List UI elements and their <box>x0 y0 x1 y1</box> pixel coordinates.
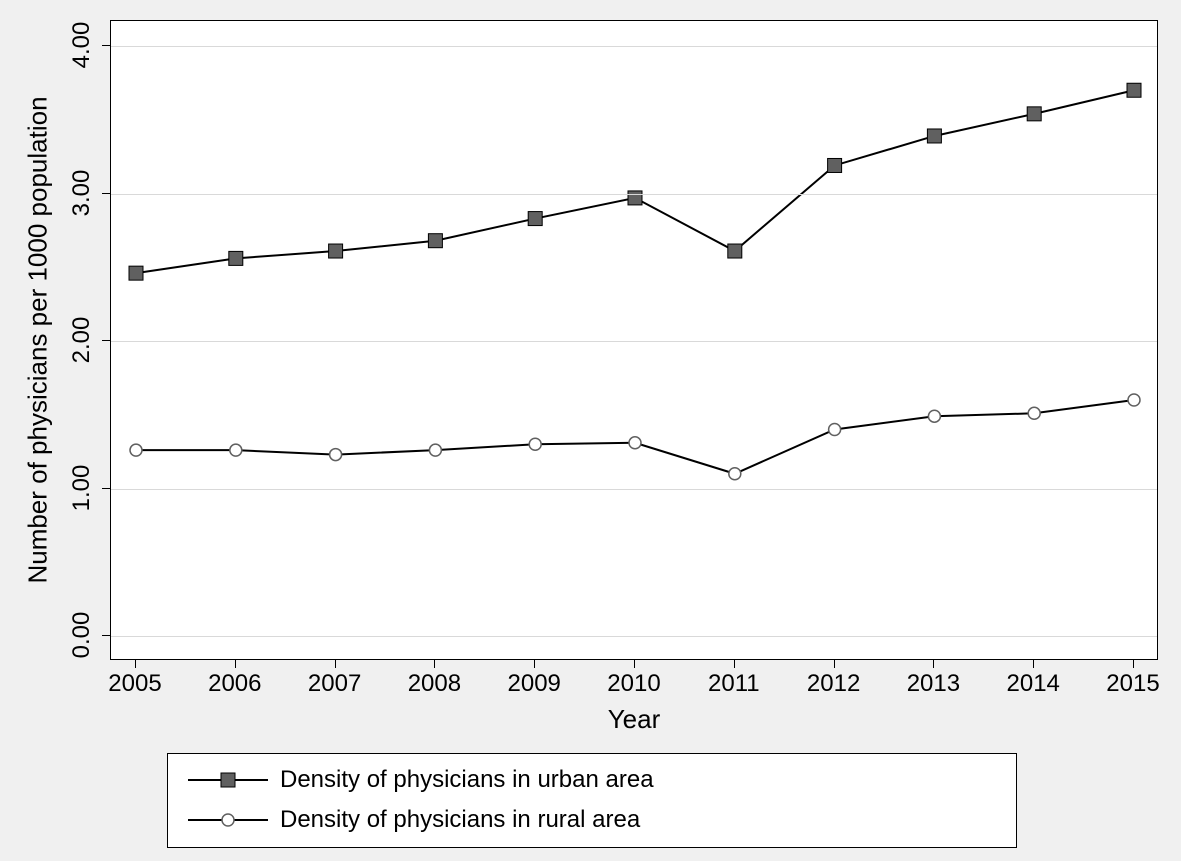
chart-container: 2005 2006 2007 2008 2009 2010 2011 2012 2013 2014… <box>0 0 1181 861</box>
x-tick-mark <box>1033 660 1034 668</box>
x-tick-mark <box>434 660 435 668</box>
legend-swatch <box>188 810 268 830</box>
gridline <box>111 489 1157 490</box>
x-tick-label: 2009 <box>507 670 560 698</box>
legend: Density of physicians in urban area Densi… <box>167 753 1017 848</box>
y-tick-mark <box>102 635 110 636</box>
x-tick-label: 2006 <box>208 670 261 698</box>
x-tick-label: 2015 <box>1106 670 1159 698</box>
x-tick-mark <box>135 660 136 668</box>
gridline <box>111 46 1157 47</box>
x-tick-mark <box>634 660 635 668</box>
series-line <box>136 90 1134 273</box>
y-axis-label: Number of physicians per 1000 population <box>23 96 54 583</box>
y-tick-label: 3.00 <box>68 169 96 216</box>
y-tick-mark <box>102 45 110 46</box>
gridline <box>111 341 1157 342</box>
gridline <box>111 194 1157 195</box>
legend-label: Density of physicians in rural area <box>280 806 640 834</box>
plot-area <box>110 20 1158 660</box>
y-tick-label: 2.00 <box>68 317 96 364</box>
x-tick-mark <box>734 660 735 668</box>
legend-item: Density of physicians in urban area <box>188 766 654 794</box>
x-tick-mark <box>335 660 336 668</box>
gridline <box>111 636 1157 637</box>
legend-item: Density of physicians in rural area <box>188 806 640 834</box>
x-tick-mark <box>834 660 835 668</box>
x-tick-mark <box>1133 660 1134 668</box>
y-tick-label: 0.00 <box>68 612 96 659</box>
y-tick-label: 4.00 <box>68 22 96 69</box>
x-tick-mark <box>933 660 934 668</box>
x-tick-label: 2014 <box>1006 670 1059 698</box>
x-tick-mark <box>235 660 236 668</box>
x-tick-label: 2011 <box>708 670 760 698</box>
x-axis-label: Year <box>608 704 661 735</box>
x-tick-label: 2012 <box>807 670 860 698</box>
x-tick-mark <box>534 660 535 668</box>
legend-label: Density of physicians in urban area <box>280 766 654 794</box>
x-tick-label: 2007 <box>308 670 361 698</box>
x-tick-label: 2013 <box>907 670 960 698</box>
x-tick-label: 2010 <box>607 670 660 698</box>
y-tick-label: 1.00 <box>68 464 96 511</box>
y-tick-mark <box>102 340 110 341</box>
y-tick-mark <box>102 193 110 194</box>
y-tick-mark <box>102 488 110 489</box>
x-tick-label: 2005 <box>108 670 161 698</box>
legend-swatch <box>188 770 268 790</box>
x-tick-label: 2008 <box>408 670 461 698</box>
